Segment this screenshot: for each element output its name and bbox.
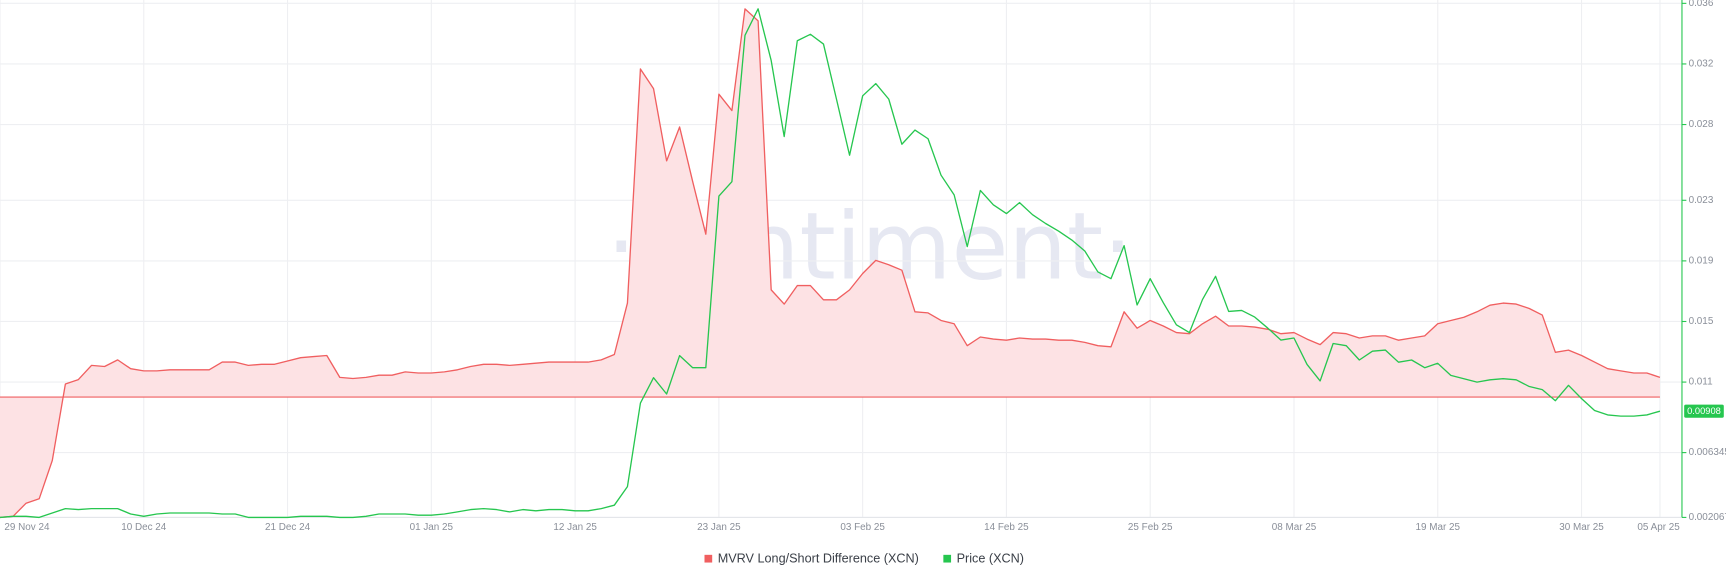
y2-tick-label: 0.006345 — [1689, 447, 1726, 458]
legend-text: MVRV Long/Short Difference (XCN) — [718, 552, 919, 566]
line — [0, 8, 1661, 519]
legend-swatch — [943, 554, 952, 563]
y2-tick-label: 0.002067 — [1689, 512, 1726, 523]
x-tick-label: 23 Jan 25 — [697, 522, 741, 533]
y2-tick-label: 0.023 — [1689, 195, 1714, 206]
x-tick-label: 12 Jan 25 — [553, 522, 597, 533]
y2-tick-label: 0.036 — [1689, 0, 1714, 9]
x-tick-label: 10 Dec 24 — [121, 522, 167, 533]
y2-tick-label: 0.011 — [1689, 377, 1714, 388]
x-tick-label: 19 Mar 25 — [1415, 522, 1460, 533]
x-tick-label: 14 Feb 25 — [984, 522, 1029, 533]
legend: MVRV Long/Short Difference (XCN) Price (X… — [704, 552, 1024, 566]
x-tick-label: 21 Dec 24 — [265, 522, 311, 533]
legend-text: Price (XCN) — [957, 552, 1024, 566]
y2-tick-label: 0.019 — [1689, 255, 1714, 266]
area — [0, 8, 1660, 518]
x-tick-label: 30 Mar 25 — [1559, 522, 1604, 533]
x-tick-label: 08 Mar 25 — [1272, 522, 1317, 533]
x-tick-label: 05 Apr 25 — [1637, 522, 1680, 533]
x-tick-label: 29 Nov 24 — [4, 522, 50, 533]
x-tick-label: 03 Feb 25 — [840, 522, 885, 533]
line — [0, 8, 1661, 519]
y2-tick-label: 0.028 — [1689, 119, 1714, 130]
last-value-label: 0.00908 — [1687, 406, 1721, 416]
legend-swatch — [704, 554, 713, 563]
y2-tick-label: 0.032 — [1689, 59, 1714, 70]
x-tick-label: 01 Jan 25 — [410, 522, 454, 533]
last-value-badge — [1684, 404, 1724, 418]
y2-tick-label: 0.015 — [1689, 316, 1714, 327]
x-tick-label: 25 Feb 25 — [1128, 522, 1173, 533]
